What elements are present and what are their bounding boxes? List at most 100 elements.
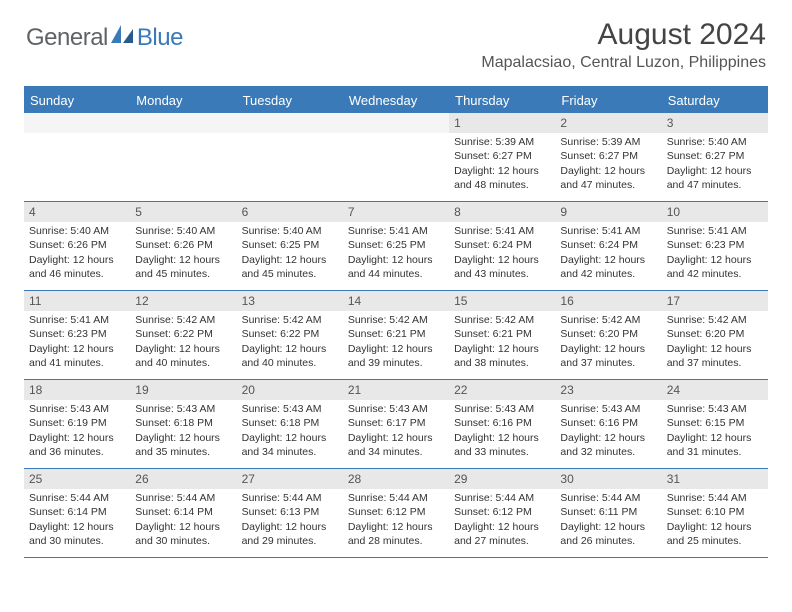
sunrise-line: Sunrise: 5:39 AM [454, 135, 550, 149]
day-number [343, 113, 449, 133]
day-number: 14 [343, 291, 449, 311]
day-number: 17 [662, 291, 768, 311]
sunset-line: Sunset: 6:21 PM [348, 327, 444, 341]
day-cell: 22Sunrise: 5:43 AMSunset: 6:16 PMDayligh… [449, 380, 555, 468]
day-body: Sunrise: 5:44 AMSunset: 6:11 PMDaylight:… [555, 491, 661, 552]
day-number: 30 [555, 469, 661, 489]
daylight-line: Daylight: 12 hours and 34 minutes. [348, 431, 444, 459]
day-body: Sunrise: 5:41 AMSunset: 6:23 PMDaylight:… [662, 224, 768, 285]
sunset-line: Sunset: 6:19 PM [29, 416, 125, 430]
day-number: 28 [343, 469, 449, 489]
daylight-line: Daylight: 12 hours and 31 minutes. [667, 431, 763, 459]
weekday-header-cell: Wednesday [343, 88, 449, 113]
daylight-line: Daylight: 12 hours and 45 minutes. [242, 253, 338, 281]
day-cell: 31Sunrise: 5:44 AMSunset: 6:10 PMDayligh… [662, 469, 768, 557]
day-number [24, 113, 130, 133]
day-body: Sunrise: 5:43 AMSunset: 6:18 PMDaylight:… [130, 402, 236, 463]
daylight-line: Daylight: 12 hours and 46 minutes. [29, 253, 125, 281]
sunset-line: Sunset: 6:26 PM [29, 238, 125, 252]
day-cell: 29Sunrise: 5:44 AMSunset: 6:12 PMDayligh… [449, 469, 555, 557]
day-number: 18 [24, 380, 130, 400]
week-row: 4Sunrise: 5:40 AMSunset: 6:26 PMDaylight… [24, 202, 768, 291]
weekday-header-cell: Friday [555, 88, 661, 113]
day-number: 9 [555, 202, 661, 222]
day-number: 8 [449, 202, 555, 222]
day-body: Sunrise: 5:41 AMSunset: 6:23 PMDaylight:… [24, 313, 130, 374]
day-number [237, 113, 343, 133]
day-body: Sunrise: 5:43 AMSunset: 6:16 PMDaylight:… [449, 402, 555, 463]
day-body: Sunrise: 5:41 AMSunset: 6:24 PMDaylight:… [449, 224, 555, 285]
sunset-line: Sunset: 6:11 PM [560, 505, 656, 519]
day-number: 5 [130, 202, 236, 222]
day-cell: 9Sunrise: 5:41 AMSunset: 6:24 PMDaylight… [555, 202, 661, 290]
day-number: 10 [662, 202, 768, 222]
sunrise-line: Sunrise: 5:43 AM [29, 402, 125, 416]
sunset-line: Sunset: 6:24 PM [560, 238, 656, 252]
month-title: August 2024 [481, 18, 766, 52]
logo-sail-icon [111, 25, 135, 50]
week-row: 25Sunrise: 5:44 AMSunset: 6:14 PMDayligh… [24, 469, 768, 558]
sunset-line: Sunset: 6:12 PM [348, 505, 444, 519]
sunrise-line: Sunrise: 5:40 AM [135, 224, 231, 238]
day-cell: 25Sunrise: 5:44 AMSunset: 6:14 PMDayligh… [24, 469, 130, 557]
daylight-line: Daylight: 12 hours and 42 minutes. [667, 253, 763, 281]
sunrise-line: Sunrise: 5:42 AM [560, 313, 656, 327]
sunset-line: Sunset: 6:20 PM [560, 327, 656, 341]
day-body: Sunrise: 5:41 AMSunset: 6:25 PMDaylight:… [343, 224, 449, 285]
daylight-line: Daylight: 12 hours and 29 minutes. [242, 520, 338, 548]
sunrise-line: Sunrise: 5:41 AM [667, 224, 763, 238]
sunrise-line: Sunrise: 5:43 AM [560, 402, 656, 416]
day-number: 15 [449, 291, 555, 311]
day-cell: 27Sunrise: 5:44 AMSunset: 6:13 PMDayligh… [237, 469, 343, 557]
day-cell: 1Sunrise: 5:39 AMSunset: 6:27 PMDaylight… [449, 113, 555, 201]
sunset-line: Sunset: 6:27 PM [667, 149, 763, 163]
sunrise-line: Sunrise: 5:44 AM [667, 491, 763, 505]
day-number: 2 [555, 113, 661, 133]
day-number: 22 [449, 380, 555, 400]
daylight-line: Daylight: 12 hours and 26 minutes. [560, 520, 656, 548]
day-body: Sunrise: 5:39 AMSunset: 6:27 PMDaylight:… [555, 135, 661, 196]
day-number: 13 [237, 291, 343, 311]
sunrise-line: Sunrise: 5:42 AM [667, 313, 763, 327]
day-cell: 4Sunrise: 5:40 AMSunset: 6:26 PMDaylight… [24, 202, 130, 290]
daylight-line: Daylight: 12 hours and 36 minutes. [29, 431, 125, 459]
day-cell: 12Sunrise: 5:42 AMSunset: 6:22 PMDayligh… [130, 291, 236, 379]
day-body: Sunrise: 5:42 AMSunset: 6:20 PMDaylight:… [555, 313, 661, 374]
day-body: Sunrise: 5:41 AMSunset: 6:24 PMDaylight:… [555, 224, 661, 285]
sunset-line: Sunset: 6:26 PM [135, 238, 231, 252]
sunrise-line: Sunrise: 5:43 AM [667, 402, 763, 416]
daylight-line: Daylight: 12 hours and 30 minutes. [29, 520, 125, 548]
logo-text-blue: Blue [137, 24, 183, 52]
daylight-line: Daylight: 12 hours and 27 minutes. [454, 520, 550, 548]
calendar-grid: SundayMondayTuesdayWednesdayThursdayFrid… [24, 86, 768, 558]
day-cell: 26Sunrise: 5:44 AMSunset: 6:14 PMDayligh… [130, 469, 236, 557]
sunrise-line: Sunrise: 5:41 AM [454, 224, 550, 238]
day-cell: 10Sunrise: 5:41 AMSunset: 6:23 PMDayligh… [662, 202, 768, 290]
sunset-line: Sunset: 6:12 PM [454, 505, 550, 519]
day-number: 23 [555, 380, 661, 400]
sunrise-line: Sunrise: 5:44 AM [135, 491, 231, 505]
sunset-line: Sunset: 6:14 PM [29, 505, 125, 519]
sunset-line: Sunset: 6:14 PM [135, 505, 231, 519]
day-number: 29 [449, 469, 555, 489]
day-body: Sunrise: 5:40 AMSunset: 6:26 PMDaylight:… [24, 224, 130, 285]
week-row: 11Sunrise: 5:41 AMSunset: 6:23 PMDayligh… [24, 291, 768, 380]
day-cell: 18Sunrise: 5:43 AMSunset: 6:19 PMDayligh… [24, 380, 130, 468]
sunrise-line: Sunrise: 5:43 AM [454, 402, 550, 416]
day-body: Sunrise: 5:42 AMSunset: 6:20 PMDaylight:… [662, 313, 768, 374]
day-cell: 20Sunrise: 5:43 AMSunset: 6:18 PMDayligh… [237, 380, 343, 468]
daylight-line: Daylight: 12 hours and 34 minutes. [242, 431, 338, 459]
day-body: Sunrise: 5:43 AMSunset: 6:19 PMDaylight:… [24, 402, 130, 463]
header: General Blue August 2024 Mapalacsiao, Ce… [0, 0, 792, 76]
daylight-line: Daylight: 12 hours and 41 minutes. [29, 342, 125, 370]
sunrise-line: Sunrise: 5:41 AM [560, 224, 656, 238]
day-cell: 28Sunrise: 5:44 AMSunset: 6:12 PMDayligh… [343, 469, 449, 557]
weekday-header-cell: Thursday [449, 88, 555, 113]
daylight-line: Daylight: 12 hours and 28 minutes. [348, 520, 444, 548]
sunrise-line: Sunrise: 5:42 AM [242, 313, 338, 327]
sunset-line: Sunset: 6:22 PM [242, 327, 338, 341]
week-row: 1Sunrise: 5:39 AMSunset: 6:27 PMDaylight… [24, 113, 768, 202]
sunset-line: Sunset: 6:27 PM [454, 149, 550, 163]
sunrise-line: Sunrise: 5:40 AM [242, 224, 338, 238]
sunrise-line: Sunrise: 5:44 AM [242, 491, 338, 505]
